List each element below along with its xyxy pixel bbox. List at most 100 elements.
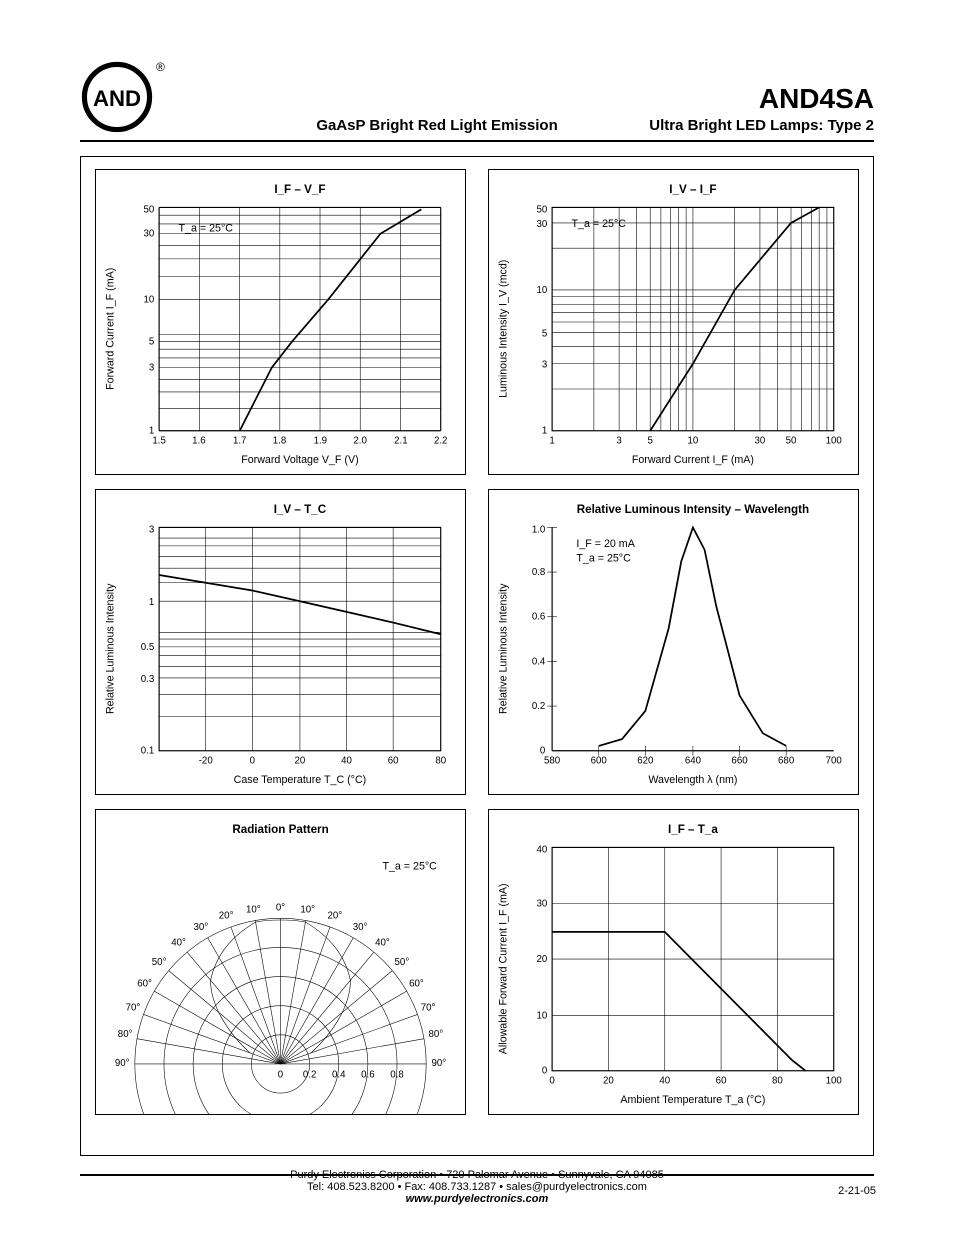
ytick: 10 bbox=[143, 295, 154, 306]
ytick: 0.6 bbox=[532, 612, 546, 623]
angle: 10° bbox=[246, 904, 261, 915]
chart-grid: I_F – V_F Forward Current I_F (mA) Forwa… bbox=[80, 156, 874, 1156]
chart-row: Radiation Pattern T_a = 25°C bbox=[95, 809, 859, 1115]
part-number: AND4SA bbox=[649, 83, 874, 115]
ytick: 40 bbox=[536, 844, 547, 855]
xtick: 1.5 bbox=[152, 435, 165, 446]
xtick: 1.8 bbox=[273, 435, 287, 446]
rtick: 0.8 bbox=[390, 1070, 404, 1081]
ytick: 30 bbox=[536, 899, 547, 910]
y-axis-label: Luminous Intensity I_V (mcd) bbox=[497, 260, 509, 398]
ytick: 0.8 bbox=[532, 567, 546, 578]
rtick: 0.2 bbox=[303, 1070, 317, 1081]
xtick: 680 bbox=[778, 755, 795, 766]
ytick: 30 bbox=[143, 229, 154, 240]
xtick: 80 bbox=[772, 1075, 783, 1086]
ytick: 0.2 bbox=[532, 701, 546, 712]
x-axis-label: Ambient Temperature T_a (°C) bbox=[620, 1094, 765, 1106]
chart-radiation: Radiation Pattern T_a = 25°C bbox=[95, 809, 466, 1115]
footer-line2: Tel: 408.523.8200 • Fax: 408.733.1287 • … bbox=[0, 1181, 954, 1193]
chart-if-vf: I_F – V_F Forward Current I_F (mA) Forwa… bbox=[95, 169, 466, 475]
y-axis-label: Relative Luminous Intensity bbox=[497, 583, 509, 714]
rtick: 0 bbox=[278, 1070, 284, 1081]
footer-date: 2-21-05 bbox=[838, 1185, 876, 1197]
annotation: T_a = 25°C bbox=[572, 218, 627, 230]
ytick: 1.0 bbox=[532, 524, 546, 535]
ytick: 50 bbox=[143, 204, 154, 215]
angle: 80° bbox=[118, 1029, 133, 1040]
angle: 50° bbox=[395, 957, 410, 968]
ytick: 0.1 bbox=[141, 746, 155, 757]
angle: 60° bbox=[137, 978, 152, 989]
x-axis-label: Forward Current I_F (mA) bbox=[632, 454, 754, 466]
xtick: 40 bbox=[659, 1075, 670, 1086]
rtick: 0.4 bbox=[332, 1070, 346, 1081]
xtick: 100 bbox=[826, 1075, 843, 1086]
xtick: 620 bbox=[637, 755, 654, 766]
angle: 30° bbox=[353, 922, 368, 933]
ytick: 50 bbox=[536, 204, 547, 215]
ytick: 3 bbox=[149, 524, 154, 535]
x-axis-label: Case Temperature T_C (°C) bbox=[234, 774, 367, 786]
and-logo: AND bbox=[80, 60, 154, 134]
angle: 30° bbox=[194, 922, 209, 933]
annotation: T_a = 25°C bbox=[179, 223, 234, 235]
ytick: 10 bbox=[536, 285, 547, 296]
xtick: -20 bbox=[199, 755, 214, 766]
curve bbox=[240, 209, 422, 430]
footer-line1: Purdy Electronics Corporation • 720 Palo… bbox=[0, 1169, 954, 1181]
footer-website: www.purdyelectronics.com bbox=[0, 1193, 954, 1205]
title-block: AND4SA Ultra Bright LED Lamps: Type 2 bbox=[649, 83, 874, 134]
xtick: 700 bbox=[826, 755, 843, 766]
xtick: 2.0 bbox=[353, 435, 367, 446]
angle: 80° bbox=[429, 1029, 444, 1040]
chart-row: I_V – T_C Relative Luminous Intensity Ca… bbox=[95, 489, 859, 795]
ytick: 5 bbox=[149, 336, 154, 347]
header-rule bbox=[80, 140, 874, 142]
angle: 40° bbox=[171, 937, 186, 948]
xtick: 2.1 bbox=[394, 435, 408, 446]
center-subtitle: GaAsP Bright Red Light Emission bbox=[316, 117, 557, 134]
xtick: 50 bbox=[786, 435, 797, 446]
chart-row: I_F – V_F Forward Current I_F (mA) Forwa… bbox=[95, 169, 859, 475]
x-axis-label: Forward Voltage V_F (V) bbox=[241, 454, 358, 466]
xtick: 30 bbox=[755, 435, 766, 446]
xtick: 60 bbox=[388, 755, 399, 766]
xtick: 60 bbox=[716, 1075, 727, 1086]
angle: 50° bbox=[152, 957, 167, 968]
curve bbox=[552, 932, 805, 1071]
page-footer: Purdy Electronics Corporation • 720 Palo… bbox=[0, 1169, 954, 1205]
xtick: 0 bbox=[250, 755, 256, 766]
ytick: 3 bbox=[542, 360, 547, 371]
angle: 20° bbox=[219, 910, 234, 921]
rtick: 0.6 bbox=[361, 1070, 375, 1081]
chart-if-ta: I_F – T_a Allowable Forward Current I_F … bbox=[488, 809, 859, 1115]
xtick: 660 bbox=[731, 755, 748, 766]
angle: 70° bbox=[421, 1003, 436, 1014]
xtick: 20 bbox=[295, 755, 306, 766]
xtick: 3 bbox=[616, 435, 621, 446]
grid bbox=[159, 207, 441, 430]
angle: 60° bbox=[409, 978, 424, 989]
chart-iv-if: I_V – I_F Luminous Intensity I_V (mcd) F… bbox=[488, 169, 859, 475]
xtick: 1.6 bbox=[192, 435, 206, 446]
xtick: 600 bbox=[591, 755, 608, 766]
angle: 0° bbox=[276, 903, 285, 914]
xtick: 10 bbox=[688, 435, 699, 446]
y-axis-label: Allowable Forward Current I_F (mA) bbox=[497, 883, 509, 1054]
subtitle: Ultra Bright LED Lamps: Type 2 bbox=[649, 117, 874, 134]
xtick: 1.7 bbox=[233, 435, 247, 446]
ytick: 0.5 bbox=[141, 642, 155, 653]
y-axis-label: Relative Luminous Intensity bbox=[104, 583, 116, 714]
xtick: 640 bbox=[685, 755, 702, 766]
angle: 10° bbox=[300, 904, 315, 915]
chart-title: I_F – V_F bbox=[274, 183, 325, 196]
xtick: 100 bbox=[826, 435, 843, 446]
registered-mark: ® bbox=[156, 60, 165, 74]
ytick: 1 bbox=[149, 597, 154, 608]
ytick: 3 bbox=[149, 363, 154, 374]
xtick: 0 bbox=[549, 1075, 555, 1086]
page: AND ® GaAsP Bright Red Light Emission AN… bbox=[0, 0, 954, 1235]
xtick: 40 bbox=[341, 755, 352, 766]
x-axis-label: Wavelength λ (nm) bbox=[648, 774, 737, 786]
